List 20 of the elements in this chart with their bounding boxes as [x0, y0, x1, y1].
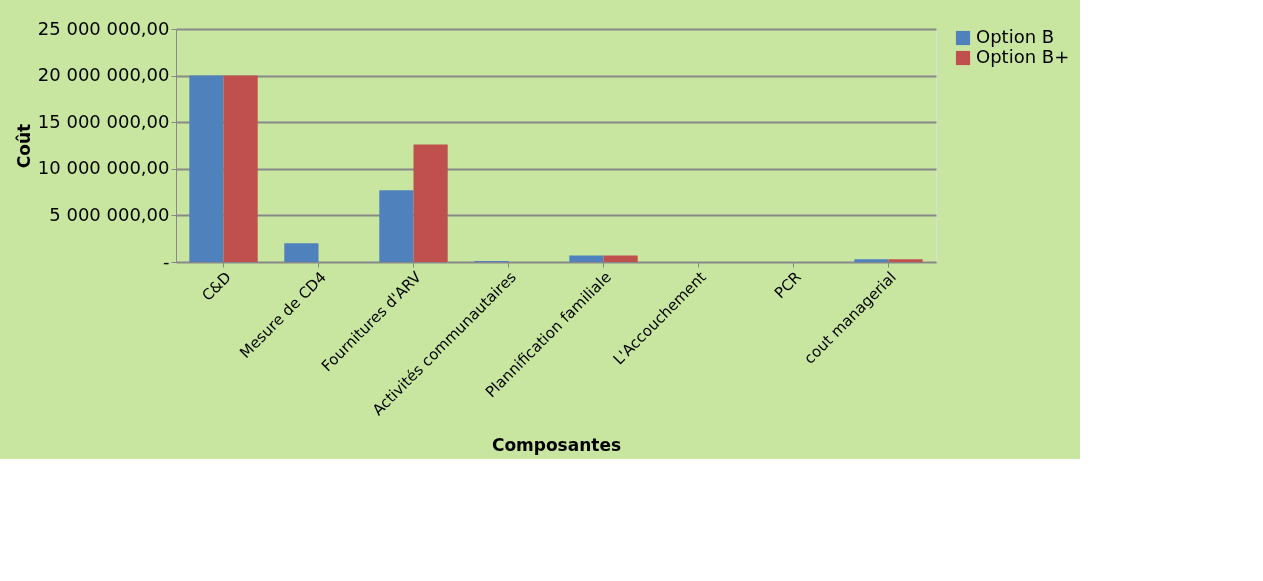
bar	[603, 255, 638, 262]
x-axis-title: Composantes	[491, 435, 622, 456]
y-tick-label: 10 000 000,00	[37, 157, 170, 179]
y-tick-label: 15 000 000,00	[37, 110, 170, 132]
legend-label: Option B	[976, 26, 1055, 47]
y-axis-title: Coût	[13, 123, 34, 169]
legend-label: Option B+	[976, 46, 1070, 67]
bar	[223, 75, 258, 262]
y-tick-label: 5 000 000,00	[49, 203, 170, 225]
bar	[569, 255, 604, 262]
bar	[284, 243, 319, 262]
bar	[888, 259, 923, 262]
bar	[413, 144, 448, 262]
y-tick-label: 20 000 000,00	[37, 64, 170, 86]
x-tick-label: PCR	[770, 268, 805, 302]
bar	[189, 75, 224, 262]
bar	[854, 259, 889, 262]
y-tick-label: 25 000 000,00	[37, 17, 170, 39]
y-tick-label: -	[163, 250, 170, 272]
bar	[379, 190, 414, 262]
